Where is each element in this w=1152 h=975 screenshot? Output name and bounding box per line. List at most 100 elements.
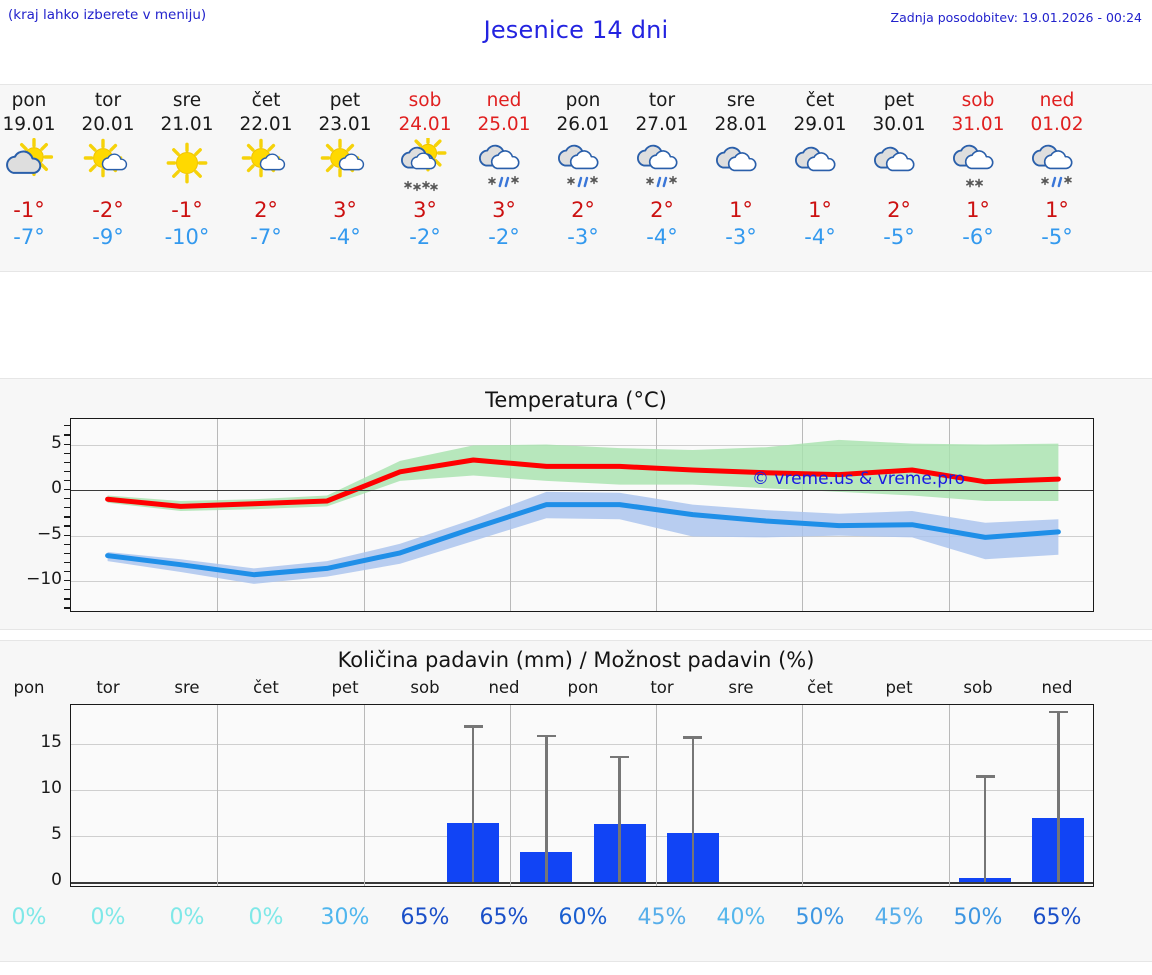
forecast-day-column[interactable]: ned 01.02 1° -5° [1018, 85, 1097, 250]
y-axis-tick-label: 10 [40, 778, 62, 799]
precipitation-whisker [472, 725, 475, 883]
y-axis-minor-tick [64, 470, 70, 472]
precipitation-probability-label: 45% [637, 905, 687, 930]
forecast-temp-min: -5° [1041, 225, 1073, 249]
forecast-temp-min: -4° [804, 225, 836, 249]
cloud-sun-snow-icon [386, 136, 465, 196]
sun-cloud-small-icon [306, 136, 385, 196]
y-axis-minor-tick [64, 489, 70, 491]
gridline-vertical [217, 419, 219, 611]
cloud-icon [860, 136, 939, 196]
forecast-day-date: 23.01 [318, 114, 372, 135]
forecast-temp-max: -2° [92, 198, 124, 222]
forecast-day-column[interactable]: pet 30.01 2° -5° [860, 85, 939, 250]
cloud-sun-icon [0, 136, 69, 196]
temperature-plot-area [70, 418, 1094, 612]
gridline-vertical [656, 705, 658, 886]
y-axis-minor-tick [64, 461, 70, 463]
gridline-vertical [363, 705, 365, 886]
forecast-temp-min: -9° [92, 225, 124, 249]
forecast-temp-min: -6° [962, 225, 994, 249]
forecast-day-column[interactable]: pon 26.01 2° -3° [544, 85, 623, 250]
gridline-vertical [948, 419, 950, 611]
forecast-day-column[interactable]: sob 24.01 3° -2° [386, 85, 465, 250]
precipitation-probability-label: 0% [11, 905, 47, 930]
precipitation-day-label: ned [488, 678, 520, 697]
precipitation-whisker-cap [610, 755, 630, 759]
forecast-day-column[interactable]: tor 27.01 2° -4° [623, 85, 702, 250]
forecast-temp-min: -7° [13, 225, 45, 249]
y-axis-tick-label: 15 [40, 731, 62, 752]
precipitation-probability-label: 65% [400, 905, 450, 930]
forecast-day-column[interactable]: čet 29.01 1° -4° [781, 85, 860, 250]
forecast-day-date: 25.01 [477, 114, 531, 135]
sun-icon [148, 136, 227, 196]
forecast-day-date: 28.01 [714, 114, 768, 135]
forecast-day-column[interactable]: tor 20.01 -2° -9° [69, 85, 148, 250]
sun-cloud-small-icon [227, 136, 306, 196]
forecast-day-name: sre [172, 90, 202, 111]
precipitation-probability-label: 40% [716, 905, 766, 930]
cloud-rain-snow-icon [465, 136, 544, 196]
cloud-rain-snow-icon [1018, 136, 1097, 196]
zero-degree-line [71, 490, 1093, 492]
forecast-day-date: 30.01 [872, 114, 926, 135]
forecast-temp-min: -4° [329, 225, 361, 249]
precipitation-whisker [618, 755, 621, 883]
forecast-day-date: 26.01 [556, 114, 610, 135]
precipitation-whisker [1057, 710, 1060, 883]
forecast-temp-max: -1° [171, 198, 203, 222]
daily-forecast-strip: pon 19.01 -1° -7° tor 20.01 -2° -9° sre 21.01 -1… [0, 84, 1152, 272]
precipitation-whisker-cap [975, 775, 995, 778]
menu-hint-text: (kraj lahko izberete v meniju) [8, 7, 207, 23]
precipitation-plot-area [70, 704, 1094, 887]
y-axis-minor-tick [64, 552, 70, 554]
forecast-temp-max: 2° [254, 198, 278, 222]
temperature-series-svg [105, 439, 1061, 584]
gridline-horizontal [71, 581, 1093, 583]
forecast-day-date: 24.01 [398, 114, 452, 135]
forecast-day-name: sob [408, 90, 442, 111]
precipitation-probability-label: 50% [953, 905, 1003, 930]
forecast-day-name: čet [805, 90, 835, 111]
y-axis-tick-label: 0 [51, 870, 62, 891]
y-axis-minor-tick [64, 507, 70, 509]
precipitation-day-label: čet [253, 678, 279, 697]
gridline-horizontal [71, 444, 1093, 446]
forecast-day-column[interactable]: ned 25.01 3° -2° [465, 85, 544, 250]
gridline-vertical [217, 705, 219, 886]
y-axis-minor-tick [64, 589, 70, 591]
forecast-temp-max: 1° [729, 198, 753, 222]
forecast-day-column[interactable]: sob 31.01 1° -6° [939, 85, 1018, 250]
forecast-temp-max: 2° [650, 198, 674, 222]
forecast-day-name: pet [329, 90, 361, 111]
precipitation-day-label: pet [885, 678, 913, 697]
forecast-day-name: tor [648, 90, 676, 111]
last-updated-text: Zadnja posodobitev: 19.01.2026 - 00:24 [890, 10, 1142, 25]
precipitation-day-label: tor [96, 678, 120, 697]
precipitation-day-label: sre [174, 678, 200, 697]
forecast-temp-max: 1° [1045, 198, 1069, 222]
gridline-horizontal [71, 535, 1093, 537]
temperature-line [105, 457, 1061, 509]
y-axis-minor-tick [64, 525, 70, 527]
precipitation-day-label: sob [410, 678, 440, 697]
forecast-day-name: ned [486, 90, 522, 111]
forecast-temp-min: -2° [488, 225, 520, 249]
page-title: Jesenice 14 dni [483, 16, 669, 44]
forecast-day-column[interactable]: čet 22.01 2° -7° [227, 85, 306, 250]
forecast-day-column[interactable]: sre 28.01 1° -3° [702, 85, 781, 250]
forecast-temp-max: 3° [413, 198, 437, 222]
forecast-day-column[interactable]: sre 21.01 -1° -10° [148, 85, 227, 250]
forecast-temp-min: -3° [725, 225, 757, 249]
y-axis-minor-tick [64, 580, 70, 582]
precipitation-probability-label: 50% [795, 905, 845, 930]
forecast-day-date: 20.01 [81, 114, 135, 135]
precipitation-day-label: sre [728, 678, 754, 697]
cloud-rain-snow-icon [623, 136, 702, 196]
forecast-day-column[interactable]: pet 23.01 3° -4° [306, 85, 385, 250]
y-axis-minor-tick [64, 434, 70, 436]
baseline-zero [71, 882, 1093, 884]
forecast-temp-max: 1° [808, 198, 832, 222]
forecast-day-column[interactable]: pon 19.01 -1° -7° [0, 85, 69, 250]
